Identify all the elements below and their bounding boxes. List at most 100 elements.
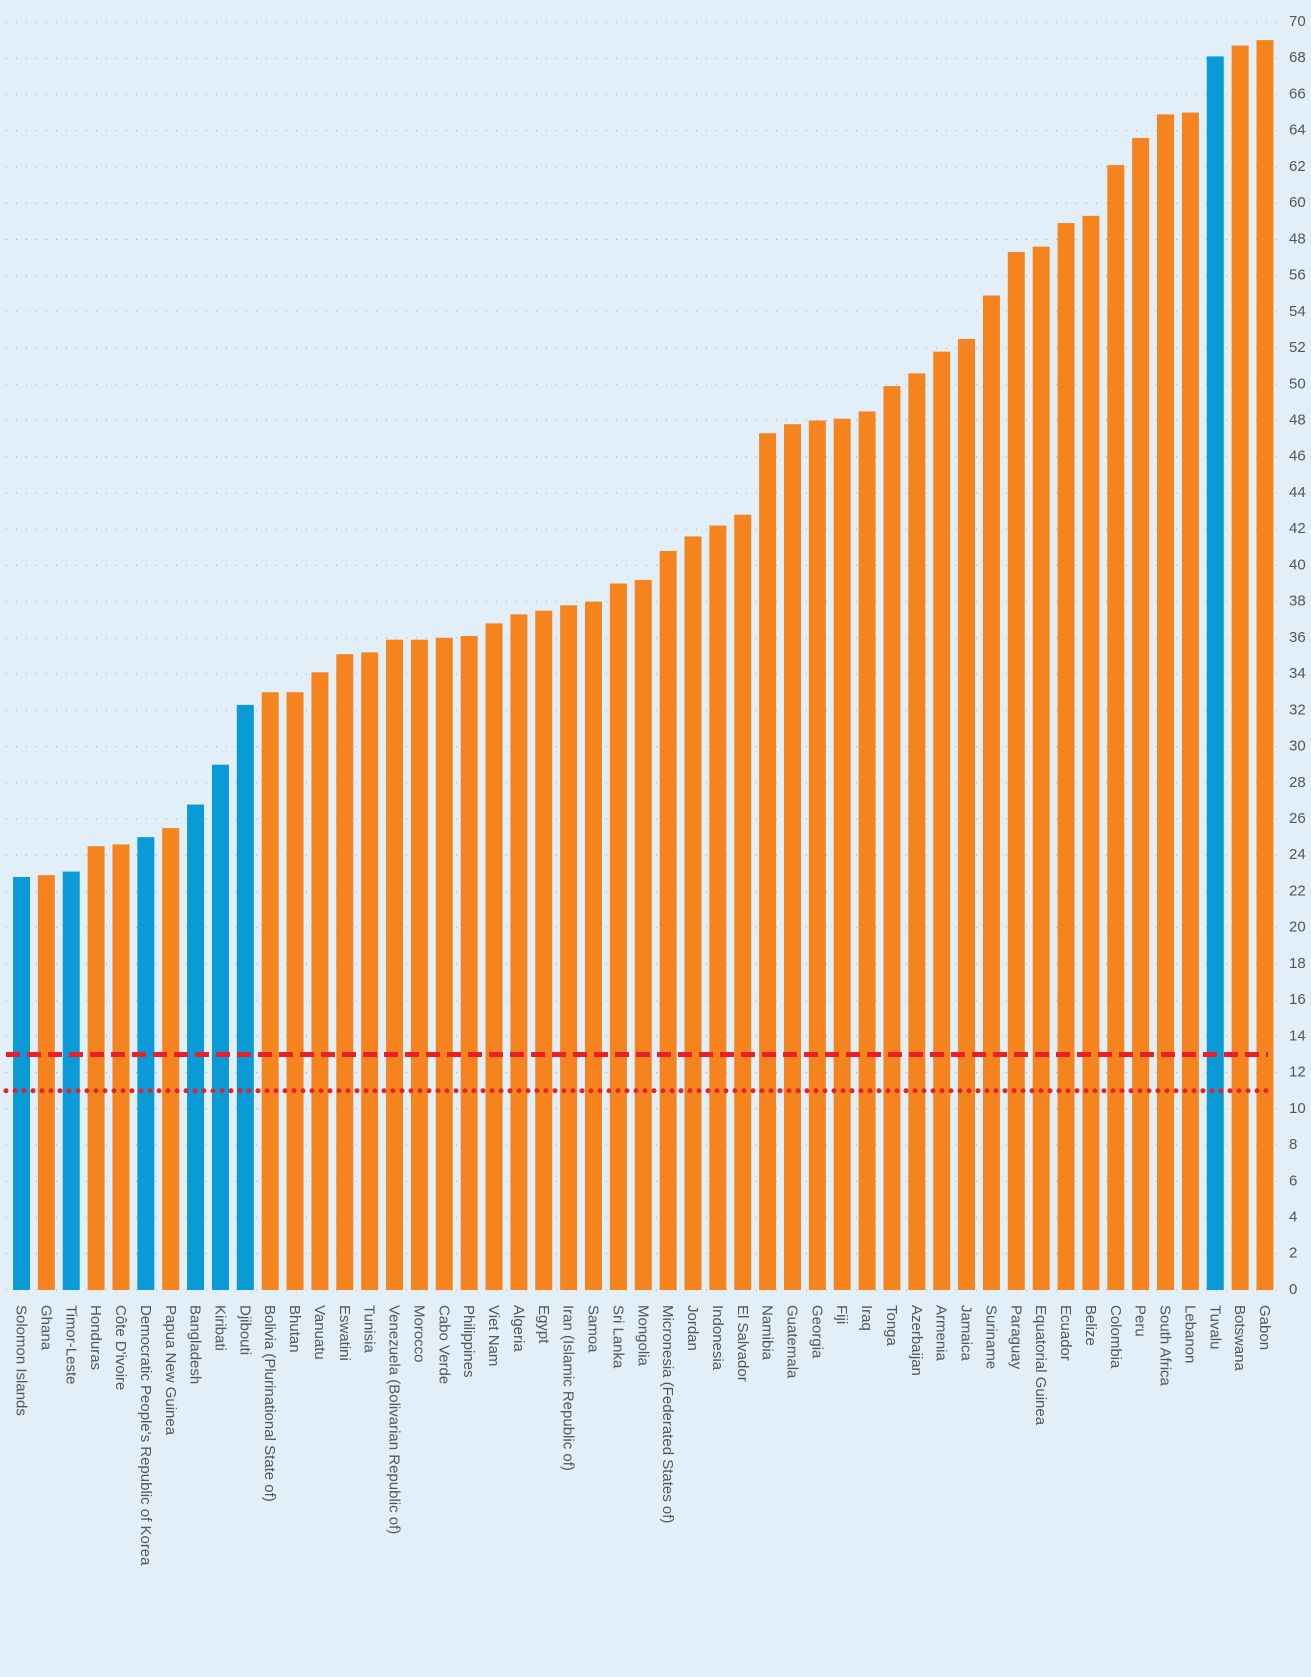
x-tick-label: Jamaica <box>958 1305 975 1362</box>
bar <box>410 639 428 1290</box>
y-tick-label: 42 <box>1289 520 1306 537</box>
y-tick-label: 70 <box>1289 13 1306 30</box>
x-tick-label: Viet Nam <box>485 1305 502 1366</box>
x-tick-label: South Africa <box>1157 1305 1174 1387</box>
y-tick-label: 66 <box>1289 85 1306 102</box>
x-tick-label: Venezuela (Bolivarian Republic of) <box>386 1305 403 1534</box>
bar <box>833 418 851 1290</box>
y-tick-label: 4 <box>1289 1209 1297 1226</box>
bar <box>1157 114 1175 1291</box>
bar <box>1181 112 1199 1291</box>
x-tick-label: Vanuatu <box>311 1305 328 1360</box>
x-tick-label: Micronesia (Federated States of) <box>659 1305 676 1523</box>
y-tick-label: 46 <box>1289 448 1306 465</box>
x-tick-label: Lebanon <box>1181 1305 1198 1363</box>
bar <box>460 636 478 1290</box>
y-tick-label: 62 <box>1289 158 1306 175</box>
x-tick-label: Paraguay <box>1007 1305 1024 1370</box>
y-tick-label: 56 <box>1289 267 1306 284</box>
y-tick-label: 48 <box>1289 230 1306 247</box>
y-tick-label: 40 <box>1289 556 1306 573</box>
bar <box>709 525 727 1290</box>
x-tick-label: Fiji <box>833 1305 850 1324</box>
bar <box>908 373 926 1291</box>
x-tick-label: Iraq <box>858 1305 875 1331</box>
x-tick-label: Cabo Verde <box>435 1305 452 1384</box>
bar <box>1007 252 1025 1291</box>
bar <box>187 804 205 1290</box>
x-tick-label: Bhutan <box>286 1305 303 1353</box>
bar <box>485 623 503 1290</box>
bar <box>634 579 652 1290</box>
bar <box>510 614 528 1290</box>
y-tick-label: 12 <box>1289 1064 1306 1081</box>
x-tick-label: Tonga <box>883 1305 900 1347</box>
y-tick-label: 44 <box>1289 484 1306 501</box>
y-tick-label: 54 <box>1289 303 1306 320</box>
y-tick-label: 26 <box>1289 810 1306 827</box>
x-tick-label: Gabon <box>1256 1305 1273 1350</box>
bar <box>1057 223 1075 1290</box>
y-tick-label: 0 <box>1289 1281 1297 1298</box>
bar <box>87 846 105 1290</box>
y-tick-label: 22 <box>1289 882 1306 899</box>
x-tick-label: Tuvalu <box>1206 1305 1223 1349</box>
bar <box>137 837 155 1290</box>
y-tick-label: 64 <box>1289 122 1306 139</box>
y-tick-label: 18 <box>1289 955 1306 972</box>
bar <box>236 704 254 1290</box>
bar <box>286 692 304 1290</box>
bar <box>808 420 826 1290</box>
bar <box>560 605 578 1290</box>
y-tick-label: 30 <box>1289 738 1306 755</box>
y-tick-label: 8 <box>1289 1136 1297 1153</box>
x-tick-label: Bangladesh <box>187 1305 204 1384</box>
x-tick-label: Bolivia (Plurinational State of) <box>261 1305 278 1502</box>
x-tick-label: Sri Lanka <box>609 1305 626 1369</box>
x-tick-label: Ecuador <box>1057 1305 1074 1361</box>
y-tick-label: 52 <box>1289 339 1306 356</box>
bar <box>1256 40 1274 1291</box>
bar <box>1082 215 1100 1290</box>
bar <box>1132 137 1150 1291</box>
x-tick-label: Tunisia <box>361 1305 378 1353</box>
y-tick-label: 36 <box>1289 629 1306 646</box>
x-tick-label: Botswana <box>1231 1305 1248 1372</box>
x-tick-label: Eswatini <box>336 1305 353 1361</box>
bar <box>162 828 180 1290</box>
y-tick-label: 16 <box>1289 991 1306 1008</box>
y-tick-label: 6 <box>1289 1172 1297 1189</box>
bar <box>62 871 80 1290</box>
bar <box>585 601 603 1290</box>
bar <box>1107 165 1125 1290</box>
bar <box>684 536 702 1290</box>
y-tick-label: 68 <box>1289 49 1306 66</box>
x-tick-label: Equatorial Guinea <box>1032 1305 1049 1426</box>
x-tick-label: Algeria <box>510 1305 527 1352</box>
bar <box>311 672 329 1290</box>
bar <box>336 654 354 1290</box>
x-tick-label: Philippines <box>460 1305 477 1378</box>
x-tick-label: Morocco <box>410 1305 427 1363</box>
bar <box>13 876 30 1290</box>
bar <box>783 424 801 1290</box>
x-tick-label: Kiribati <box>211 1305 228 1351</box>
bar <box>858 411 876 1290</box>
y-tick-label: 14 <box>1289 1027 1306 1044</box>
x-tick-label: Namibia <box>759 1305 776 1361</box>
x-tick-label: Azerbaijan <box>908 1305 925 1376</box>
bar <box>982 295 1000 1290</box>
y-tick-label: 10 <box>1289 1100 1306 1117</box>
x-tick-label: Peru <box>1132 1305 1149 1337</box>
bar <box>435 637 453 1290</box>
x-tick-label: Indonesia <box>709 1305 726 1371</box>
x-tick-label: Egypt <box>535 1305 552 1344</box>
x-tick-label: Jordan <box>684 1305 701 1351</box>
bar <box>759 433 777 1290</box>
x-tick-label: Côte D'ivoire <box>112 1305 129 1390</box>
y-tick-label: 34 <box>1289 665 1306 682</box>
y-tick-label: 28 <box>1289 774 1306 791</box>
bar <box>958 339 976 1290</box>
bar <box>1032 246 1050 1290</box>
x-tick-label: Mongolia <box>634 1305 651 1367</box>
